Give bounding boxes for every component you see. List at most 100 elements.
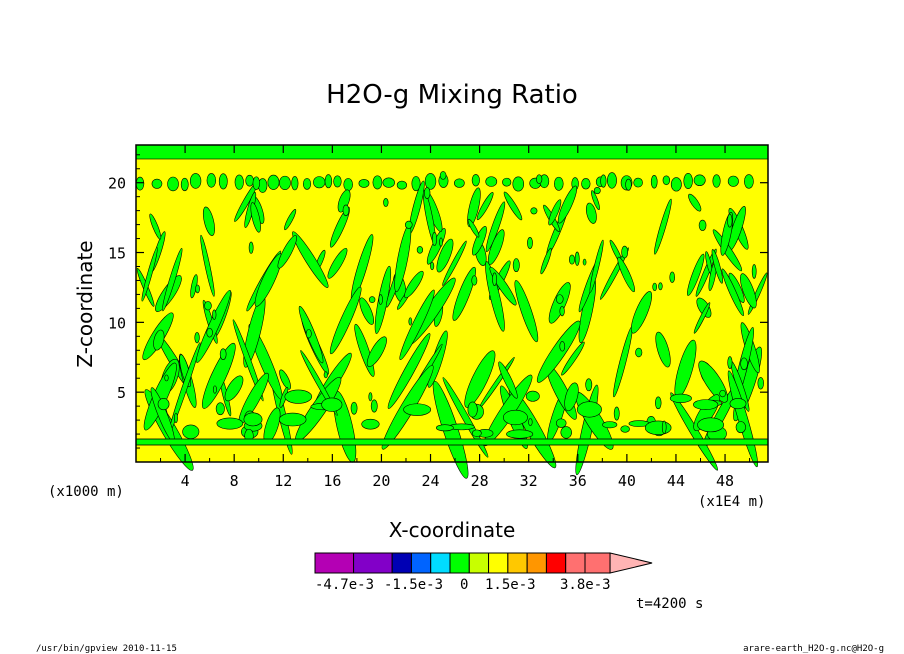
contour-dot xyxy=(219,348,227,360)
contour-dot xyxy=(574,251,580,266)
contour-features xyxy=(135,144,769,479)
contour-dot xyxy=(585,378,593,392)
contour-dot xyxy=(212,385,217,394)
contour-blob xyxy=(245,174,254,187)
contour-blob xyxy=(382,177,395,188)
contour-dot xyxy=(727,213,733,228)
colorbar-segment xyxy=(565,552,586,574)
contour-filament xyxy=(476,192,494,221)
contour-dot xyxy=(439,171,447,180)
contour-blob xyxy=(693,399,719,410)
contour-dot xyxy=(424,187,431,199)
contour-filament xyxy=(686,253,705,296)
contour-dot xyxy=(164,374,169,382)
contour-blob xyxy=(358,179,370,188)
contour-blob xyxy=(512,176,525,192)
contour-filament xyxy=(404,270,424,299)
contour-dot xyxy=(492,272,497,287)
contour-filament xyxy=(279,369,291,390)
contour-blob xyxy=(313,176,326,189)
contour-blob xyxy=(151,178,163,189)
contour-blob xyxy=(284,389,313,404)
contour-blob xyxy=(396,180,408,190)
x-axis: 4 8 12 16 20 24 28 32 36 40 44 48 xyxy=(160,145,751,490)
footer-right: arare-earth_H2O-g.nc@H2O-g xyxy=(743,644,884,654)
contour-filament xyxy=(452,266,476,321)
contour-blob xyxy=(712,174,721,188)
contour-dot xyxy=(757,377,764,390)
contour-dot xyxy=(559,306,565,317)
contour-blob xyxy=(503,409,528,426)
x-tick-label: 8 xyxy=(230,472,239,490)
contour-filament xyxy=(399,289,435,361)
contour-filament xyxy=(467,187,481,228)
contour-filament xyxy=(292,231,329,288)
contour-filament xyxy=(224,375,244,402)
contour-dot xyxy=(430,261,435,271)
contour-blob xyxy=(744,174,754,189)
contour-dot xyxy=(194,332,200,344)
contour-blob xyxy=(581,178,591,190)
contour-filament xyxy=(693,302,711,334)
contour-blob xyxy=(216,417,244,430)
x-tick-label: 16 xyxy=(323,472,341,490)
contour-blob xyxy=(243,412,263,427)
contour-filament xyxy=(329,286,362,355)
contour-dot xyxy=(536,174,543,184)
y-axis: 5 10 15 20 xyxy=(108,154,768,449)
x-tick-label: 40 xyxy=(618,472,636,490)
contour-dot xyxy=(204,301,212,311)
contour-filament xyxy=(487,229,505,265)
contour-filament xyxy=(655,331,671,368)
contour-dot xyxy=(527,236,533,249)
contour-blob xyxy=(471,429,482,437)
contour-filament xyxy=(589,239,604,293)
y-tick-label: 20 xyxy=(108,175,126,193)
contour-dot xyxy=(669,271,675,283)
contour-blob xyxy=(576,401,602,418)
contour-dot xyxy=(727,356,733,369)
colorbar: -4.7e-3 -1.5e-3 0 1.5e-3 3.8e-3 xyxy=(314,552,653,593)
contour-filament xyxy=(442,240,467,286)
contour-filament xyxy=(162,248,183,312)
contour-filament xyxy=(585,202,597,224)
y-unit-label: (x1000 m) xyxy=(48,484,124,500)
colorbar-segment xyxy=(507,552,528,574)
contour-filament xyxy=(254,253,283,307)
x-tick-label: 36 xyxy=(569,472,587,490)
contour-filament xyxy=(472,225,487,256)
contour-dot xyxy=(661,420,667,434)
contour-dot xyxy=(569,254,575,265)
contour-filament xyxy=(337,189,351,213)
contour-dot xyxy=(621,245,629,259)
contour-blob xyxy=(218,173,228,190)
contour-filament xyxy=(630,291,653,334)
contour-dot xyxy=(652,282,657,292)
colorbar-label: 0 xyxy=(460,577,468,593)
colorbar-segment xyxy=(545,552,567,574)
contour-filament xyxy=(503,191,523,221)
contour-blob xyxy=(167,176,179,192)
contour-dot xyxy=(408,317,413,326)
contour-dot xyxy=(370,399,378,413)
contour-filament xyxy=(536,320,581,383)
contour-filament xyxy=(464,350,496,408)
colorbar-segment xyxy=(430,552,451,574)
x-tick-label: 48 xyxy=(716,472,734,490)
contour-dot xyxy=(323,371,328,379)
contour-dot xyxy=(431,231,438,246)
contour-dot xyxy=(593,186,601,195)
contour-blob xyxy=(650,175,658,189)
contour-filament xyxy=(695,248,717,297)
contour-blob xyxy=(279,175,291,191)
colorbar-segment xyxy=(488,552,509,574)
contour-dot xyxy=(528,418,533,427)
top-band xyxy=(135,144,769,160)
contour-blob xyxy=(697,417,724,433)
contour-blob xyxy=(683,173,693,190)
contour-filament xyxy=(561,341,585,376)
contour-blob xyxy=(525,390,540,402)
contour-dot xyxy=(383,198,389,207)
contour-dot xyxy=(655,396,662,410)
colorbar-segment xyxy=(410,552,432,574)
